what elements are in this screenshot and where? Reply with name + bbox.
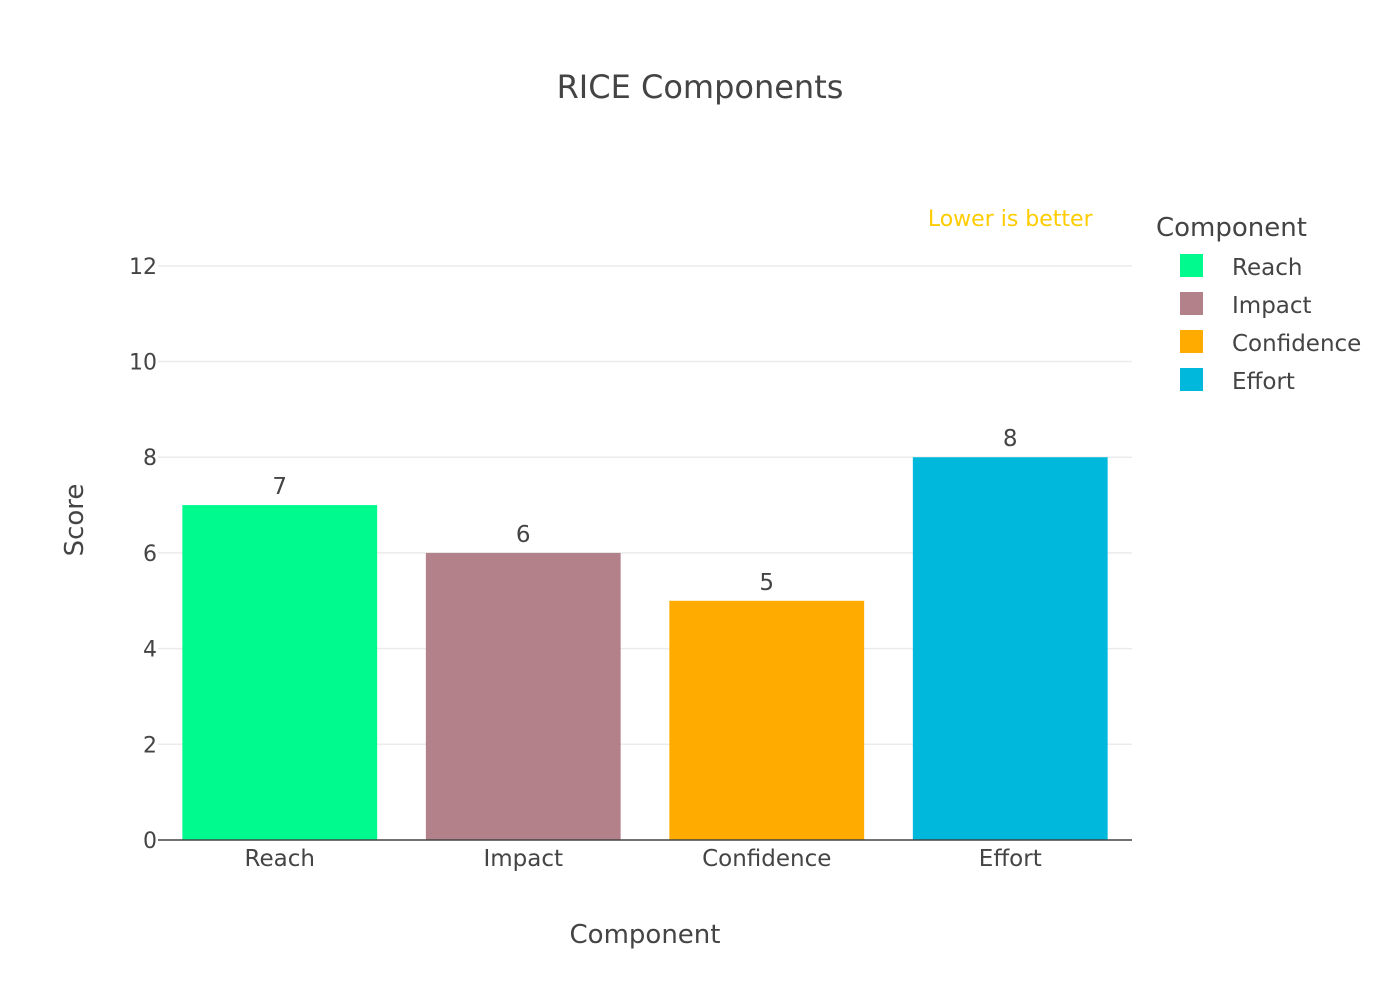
- legend-swatch: [1180, 254, 1203, 277]
- x-axis-ticks: Reach Impact Confidence Effort: [245, 846, 1042, 872]
- x-tick-label: Reach: [245, 846, 315, 872]
- bar-impact: [425, 552, 621, 840]
- data-label: 6: [516, 522, 531, 548]
- chart-title: RICE Components: [557, 68, 844, 106]
- legend-item-confidence[interactable]: Confidence: [1180, 330, 1361, 357]
- legend-label: Effort: [1232, 369, 1295, 395]
- x-tick-label: Effort: [979, 846, 1042, 872]
- x-axis-title: Component: [570, 920, 721, 950]
- data-label: 5: [759, 570, 774, 596]
- legend-swatch: [1180, 330, 1203, 353]
- legend-label: Reach: [1232, 255, 1302, 281]
- bar-confidence: [669, 600, 865, 840]
- x-tick-label: Confidence: [702, 846, 831, 872]
- y-tick-label: 2: [143, 733, 157, 758]
- x-tick-label: Impact: [483, 846, 563, 872]
- y-tick-label: 0: [143, 829, 157, 854]
- legend-label: Confidence: [1232, 331, 1361, 357]
- y-axis-title: Score: [60, 484, 90, 557]
- data-label: 8: [1003, 426, 1018, 452]
- data-labels: 7 6 5 8: [272, 426, 1017, 596]
- legend-swatch: [1180, 368, 1203, 391]
- legend-title: Component: [1156, 213, 1307, 243]
- annotations: Lower is better: [928, 207, 1094, 232]
- y-tick-label: 4: [143, 638, 157, 663]
- legend-swatch: [1180, 292, 1203, 315]
- y-tick-label: 8: [143, 446, 157, 471]
- legend-item-impact[interactable]: Impact: [1180, 292, 1312, 319]
- legend-label: Impact: [1232, 293, 1312, 319]
- bar-reach: [182, 505, 378, 840]
- y-tick-label: 12: [129, 255, 157, 280]
- bar-effort: [912, 457, 1108, 840]
- bars: [182, 457, 1108, 840]
- annotation-text: Lower is better: [928, 207, 1094, 232]
- y-tick-label: 10: [129, 351, 157, 376]
- legend-items: Reach Impact Confidence Effort: [1180, 254, 1361, 395]
- data-label: 7: [272, 474, 287, 500]
- legend-item-reach[interactable]: Reach: [1180, 254, 1302, 281]
- legend-item-effort[interactable]: Effort: [1180, 368, 1295, 395]
- legend: Component Reach Impact Confidence Effort: [1156, 213, 1361, 395]
- y-axis-ticks: 0 2 4 6 8 10 12: [129, 255, 157, 854]
- y-tick-label: 6: [143, 542, 157, 567]
